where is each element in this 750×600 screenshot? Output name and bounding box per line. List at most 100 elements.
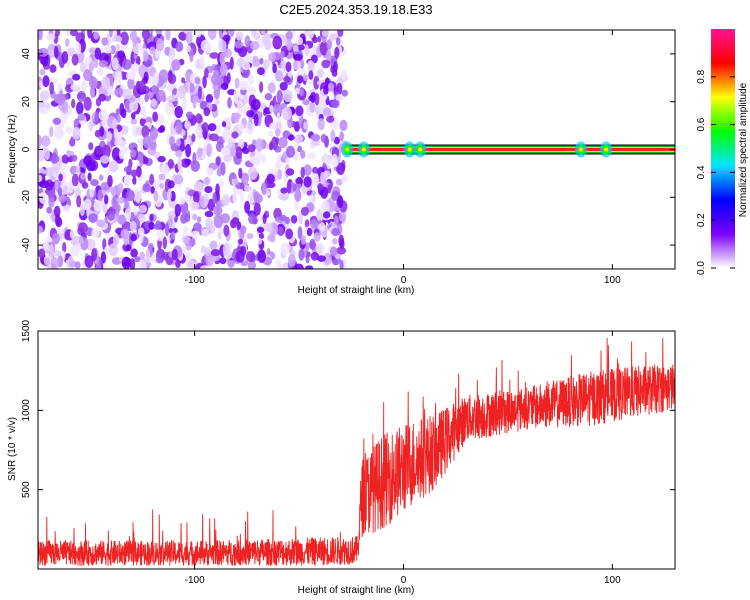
heatmap-noise-blob	[130, 233, 137, 242]
heatmap-noise-blob	[115, 205, 120, 217]
heatmap-noise-blob	[335, 94, 344, 102]
heatmap-noise-blob	[156, 229, 164, 242]
heatmap-noise-blob	[39, 192, 48, 204]
heatmap-noise-blob	[212, 192, 217, 205]
heatmap-noise-blob	[175, 122, 183, 135]
heatmap-noise-blob	[305, 256, 310, 264]
heatmap-noise-blob	[221, 195, 230, 206]
heatmap-noise-blob	[322, 107, 332, 117]
heatmap-noise-blob	[49, 243, 54, 258]
heatmap-noise-blob	[204, 186, 213, 194]
heatmap-noise-blob	[255, 138, 264, 152]
heatmap-noise-blob	[306, 227, 313, 237]
heatmap-noise-blob	[247, 144, 256, 153]
heatmap-noise-blob	[108, 160, 119, 173]
heatmap-noise-blob	[327, 82, 334, 93]
heatmap-noise-blob	[247, 86, 256, 95]
snr-y-label: SNR (10 * v/v)	[7, 417, 18, 481]
heatmap-noise-blob	[53, 205, 61, 218]
heatmap-noise-blob	[76, 195, 82, 208]
heatmap-noise-blob	[162, 236, 167, 250]
heatmap-noise-blob	[261, 182, 267, 195]
heatmap-noise-blob	[149, 127, 159, 140]
heatmap-noise-blob	[271, 136, 278, 150]
heatmap-noise-blob	[158, 173, 166, 181]
heatmap-noise-blob	[168, 215, 173, 228]
heatmap-noise-blob	[181, 246, 186, 254]
heatmap-noise-blob	[240, 246, 247, 257]
heatmap-noise-blob	[121, 108, 127, 119]
heatmap-noise-blob	[304, 219, 310, 229]
spectrogram-panel: -100 0 100 -40 -20 0 20 40 Height of straight …	[7, 29, 676, 296]
heatmap-noise-blob	[174, 203, 181, 217]
heatmap-noise-blob	[234, 41, 244, 49]
heatmap-noise-blob	[51, 232, 60, 245]
heatmap-noise-blob	[234, 77, 240, 89]
heatmap-noise-blob	[52, 117, 61, 125]
heatmap-noise-blob	[46, 33, 56, 41]
heatmap-noise-blob	[300, 150, 306, 159]
heatmap-noise-blob	[90, 87, 95, 99]
heatmap-noise-blob	[215, 183, 220, 196]
heatmap-noise-blob	[124, 207, 132, 221]
heatmap-noise-blob	[88, 142, 94, 151]
heatmap-noise-blob	[72, 73, 81, 81]
heatmap-noise-blob	[141, 125, 150, 139]
heatmap-noise-blob	[146, 248, 151, 263]
heatmap-noise-blob	[262, 213, 267, 224]
heatmap-noise-blob	[171, 59, 181, 71]
heatmap-noise-blob	[38, 30, 43, 41]
heatmap-noise-blob	[339, 259, 344, 269]
heatmap-noise-blob	[260, 102, 267, 110]
heatmap-noise-blob	[339, 131, 345, 142]
spectrogram-y-label: Frequency (Hz)	[7, 115, 18, 184]
heatmap-noise-blob	[107, 175, 113, 187]
heatmap-noise-blob	[61, 154, 69, 164]
heatmap-noise-blob	[93, 58, 99, 68]
heatmap-noise-blob	[317, 118, 325, 131]
heatmap-noise-blob	[333, 215, 339, 225]
heatmap-noise-blob	[96, 219, 106, 228]
spectrogram-y-tick-label: 40	[21, 48, 32, 60]
heatmap-noise-blob	[175, 41, 184, 53]
heatmap-noise-blob	[181, 97, 188, 112]
heatmap-noise-blob	[138, 80, 146, 93]
heatmap-noise-blob	[71, 98, 76, 109]
colorbar-tick-label: 0.0	[696, 261, 707, 275]
heatmap-noise-blob	[323, 252, 332, 266]
heatmap-noise-blob	[80, 80, 88, 91]
heatmap-noise-blob	[276, 112, 281, 124]
heatmap-noise-blob	[283, 76, 291, 83]
heatmap-noise-blob	[320, 133, 327, 143]
heatmap-noise-blob	[278, 226, 284, 237]
heatmap-noise-blob	[80, 172, 86, 180]
heatmap-noise-blob	[142, 135, 152, 149]
heatmap-noise-blob	[221, 121, 227, 128]
heatmap-noise-blob	[38, 174, 43, 182]
heatmap-noise-blob	[208, 167, 214, 176]
heatmap-noise-blob	[49, 126, 54, 138]
heatmap-noise-blob	[192, 213, 198, 221]
heatmap-noise-blob	[322, 153, 328, 164]
heatmap-noise-blob	[303, 121, 309, 130]
heatmap-noise-blob	[119, 31, 129, 46]
heatmap-noise-blob	[179, 197, 186, 205]
heatmap-noise-blob	[91, 152, 96, 163]
heatmap-noise-blob	[310, 134, 321, 141]
heatmap-noise-blob	[298, 248, 305, 261]
heatmap-noise-blob	[98, 174, 104, 181]
heatmap-noise-blob	[129, 100, 139, 112]
heatmap-noise-blob	[212, 83, 219, 91]
heatmap-noise-blob	[186, 260, 196, 269]
heatmap-noise-blob	[132, 176, 137, 185]
heatmap-noise-blob	[69, 229, 75, 239]
heatmap-noise-blob	[231, 131, 239, 139]
heatmap-noise-blob	[131, 112, 136, 120]
heatmap-noise-blob	[278, 136, 288, 148]
heatmap-noise-blob	[206, 143, 212, 158]
heatmap-noise-blob	[168, 227, 178, 234]
heatmap-noise-blob	[240, 225, 247, 235]
heatmap-peak-band	[341, 141, 675, 158]
heatmap-noise-blob	[88, 213, 98, 223]
heatmap-noise-blob	[69, 30, 79, 37]
